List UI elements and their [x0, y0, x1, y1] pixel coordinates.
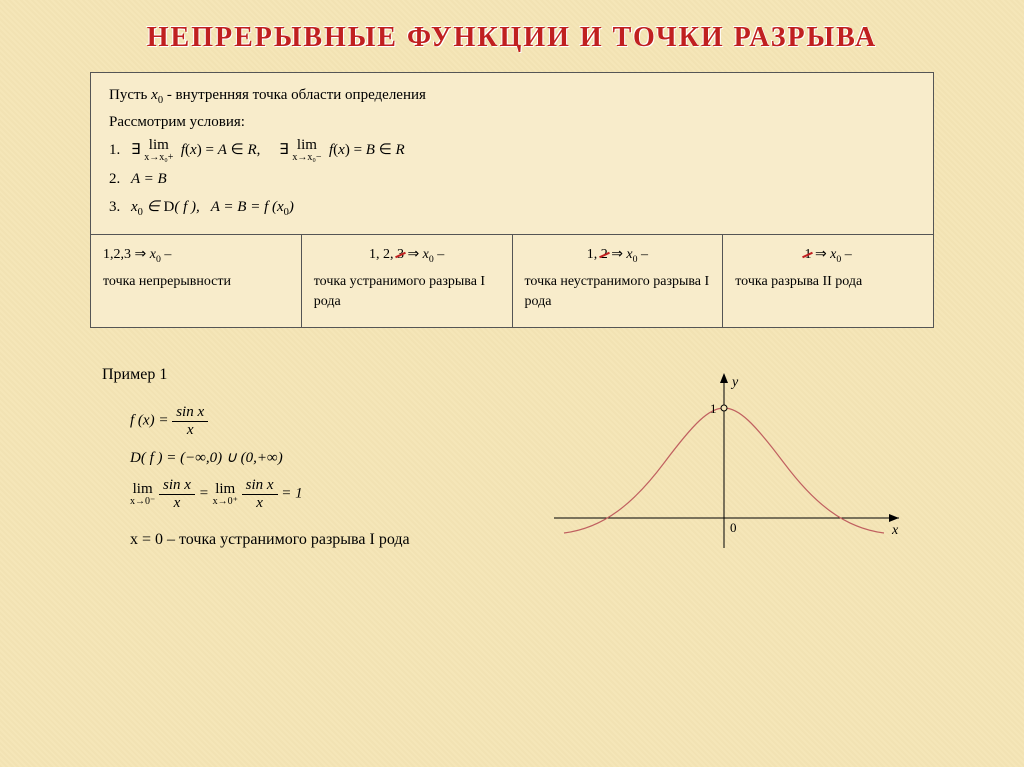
case-3: 1, 2 ⇒ x0 – точка неустранимого разрыва …: [513, 235, 724, 328]
case-3-body: точка неустранимого разрыва I рода: [525, 272, 711, 311]
f3-den: x: [242, 495, 278, 512]
case-2-body: точка устранимого разрыва I рода: [314, 272, 500, 311]
svg-text:0: 0: [730, 520, 737, 535]
conclusion: x = 0 – точка устранимого разрыва I рода: [130, 531, 534, 549]
sinc-chart: y x 0 1: [544, 368, 904, 588]
case-1-body: точка непрерывности: [103, 272, 289, 292]
lim-right: lim x→0⁺: [213, 482, 238, 507]
f3-num: sin x: [242, 477, 278, 495]
c3-strike: 2: [601, 245, 608, 265]
intro-line-1: Пусть x0 - внутренняя точка области опре…: [109, 83, 915, 110]
case-1-head: 1,2,3 ⇒ x0 –: [103, 245, 289, 267]
lim-r-bot: x→0⁺: [213, 497, 238, 507]
c4-strike: 1: [804, 245, 811, 265]
cond2-num: 2.: [109, 167, 131, 191]
case-1: 1,2,3 ⇒ x0 – точка непрерывности: [91, 235, 302, 328]
f-num: sin x: [172, 404, 208, 422]
cond1-sub-b: x→x₀−: [292, 153, 321, 163]
svg-text:y: y: [730, 375, 739, 390]
condition-1: 1. ∃ limx→x₀+ f(x) = A ∈ R, ∃ limx→x₀− f…: [109, 138, 915, 163]
cond1-num: 1.: [109, 138, 131, 162]
definition-box: Пусть x0 - внутренняя точка области опре…: [90, 72, 934, 328]
fraction-3: sin x x: [242, 477, 278, 511]
case-3-head: 1, 2 ⇒ x0 –: [525, 245, 711, 267]
chart-area: y x 0 1: [534, 358, 934, 618]
svg-text:x: x: [891, 523, 899, 538]
lim-l-top: lim: [130, 482, 155, 497]
case-4-body: точка разрыва II рода: [735, 272, 921, 292]
cases-table: 1,2,3 ⇒ x0 – точка непрерывности 1, 2, 3…: [91, 234, 933, 328]
case-2: 1, 2, 3 ⇒ x0 – точка устранимого разрыва…: [302, 235, 513, 328]
fraction-1: sin x x: [172, 404, 208, 438]
lim-left: lim x→0⁻: [130, 482, 155, 507]
condition-3: 3. x0 ∈ D( f ), A = B = f (x0): [109, 195, 915, 222]
c3-post: ⇒ x0 –: [608, 247, 648, 262]
lim-eq: = 1: [281, 486, 302, 502]
c2-strike: 3: [397, 245, 404, 265]
fraction-2: sin x x: [159, 477, 195, 511]
cond3-num: 3.: [109, 195, 131, 219]
case-2-head: 1, 2, 3 ⇒ x0 –: [314, 245, 500, 267]
page-title: НЕПРЕРЫВНЫЕ ФУНКЦИИ И ТОЧКИ РАЗРЫВА: [0, 0, 1024, 54]
example-section: Пример 1 f (x) = sin x x D( f ) = (−∞,0)…: [90, 358, 934, 618]
c2-pre: 1, 2,: [369, 247, 397, 262]
f-den: x: [172, 422, 208, 439]
f2-num: sin x: [159, 477, 195, 495]
f-lhs: f (x) =: [130, 413, 172, 429]
example-left: Пример 1 f (x) = sin x x D( f ) = (−∞,0)…: [90, 358, 534, 618]
lim-mid: =: [199, 486, 213, 502]
svg-text:1: 1: [710, 401, 717, 416]
domain-def: D( f ) = (−∞,0) ∪ (0,+∞): [130, 448, 534, 467]
lim-l-bot: x→0⁻: [130, 497, 155, 507]
definition-top: Пусть x0 - внутренняя точка области опре…: [91, 73, 933, 234]
f2-den: x: [159, 495, 195, 512]
function-def: f (x) = sin x x: [130, 404, 534, 438]
c2-post: ⇒ x0 –: [404, 247, 444, 262]
case-4-head: 1 ⇒ x0 –: [735, 245, 921, 267]
c3-pre: 1,: [587, 247, 601, 262]
example-label: Пример 1: [102, 366, 534, 384]
cond1-sub-a: x→x₀+: [144, 153, 173, 163]
c4-post: ⇒ x0 –: [811, 247, 851, 262]
lim-r-top: lim: [213, 482, 238, 497]
condition-2: 2. A = B: [109, 167, 915, 191]
intro-line-2: Рассмотрим условия:: [109, 110, 915, 134]
cond2-text: A = B: [131, 167, 167, 191]
case-4: 1 ⇒ x0 – точка разрыва II рода: [723, 235, 933, 328]
limits-line: lim x→0⁻ sin x x = lim x→0⁺ sin x x = 1: [130, 477, 534, 511]
